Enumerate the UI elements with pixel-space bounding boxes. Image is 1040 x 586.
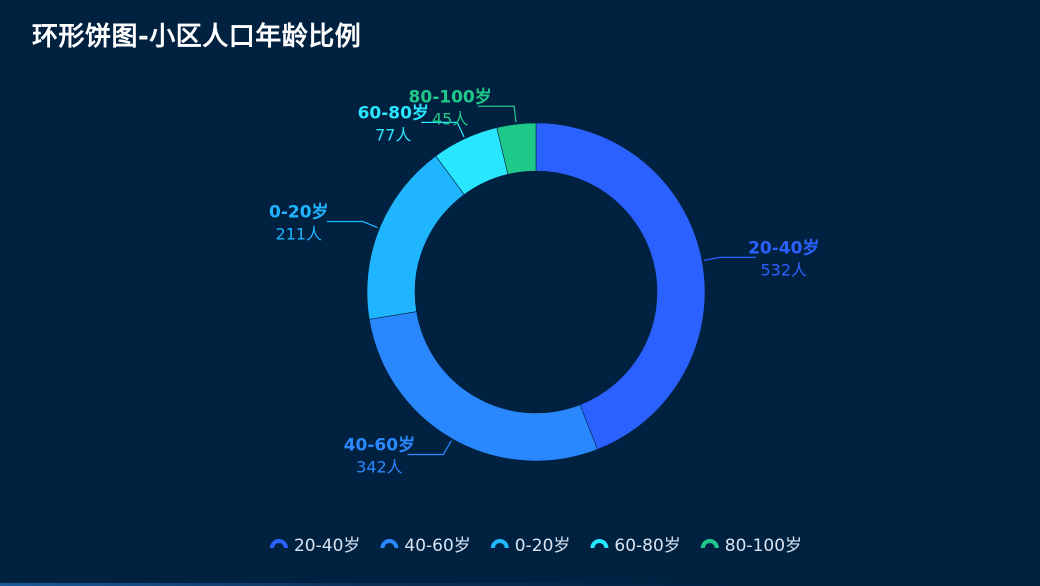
leader-line-20-40 xyxy=(703,256,756,261)
legend-marker-icon xyxy=(490,539,509,548)
slice-label-60-80: 60-80岁 xyxy=(358,102,429,123)
legend-item-40-60[interactable]: 40-60岁 xyxy=(380,536,471,556)
slice-80-100[interactable] xyxy=(496,122,537,175)
slice-label-40-60: 40-60岁 xyxy=(344,434,415,455)
legend-marker-icon xyxy=(269,539,288,548)
legend-item-60-80[interactable]: 60-80岁 xyxy=(590,536,681,556)
labels-layer: 20-40岁 532人 40-60岁 342人 0-20岁 211人 60-80岁 77人 80… xyxy=(269,86,819,476)
legend-label: 0-20岁 xyxy=(515,536,571,556)
legend-marker-icon xyxy=(380,539,399,548)
slice-value-0-20: 211人 xyxy=(276,225,323,244)
slice-0-20[interactable] xyxy=(366,155,465,320)
slice-value-40-60: 342人 xyxy=(356,457,403,476)
slices-layer xyxy=(366,122,706,462)
legend-item-20-40[interactable]: 20-40岁 xyxy=(269,536,360,556)
legend-item-0-20[interactable]: 0-20岁 xyxy=(490,536,571,556)
legend-marker-icon xyxy=(590,539,609,548)
slice-value-60-80: 77人 xyxy=(375,125,411,144)
slice-label-0-20: 0-20岁 xyxy=(269,202,329,223)
legend-label: 40-60岁 xyxy=(404,536,470,556)
leader-line-40-60 xyxy=(407,440,452,456)
slice-40-60[interactable] xyxy=(368,311,598,462)
leader-line-80-100 xyxy=(478,105,517,123)
slice-label-20-40: 20-40岁 xyxy=(748,237,819,258)
leader-line-0-20 xyxy=(326,220,378,229)
legend-item-80-100[interactable]: 80-100岁 xyxy=(700,536,802,556)
slice-20-40[interactable] xyxy=(535,122,706,450)
legend-label: 20-40岁 xyxy=(294,536,360,556)
legend-label: 60-80岁 xyxy=(614,536,680,556)
chart-title: 环形饼图-小区人口年龄比例 xyxy=(32,22,362,52)
legend-label: 80-100岁 xyxy=(725,536,802,556)
legend: 20-40岁 40-60岁 0-20岁 60-80岁 80-100岁 xyxy=(269,536,802,556)
legend-marker-icon xyxy=(700,539,719,548)
slice-value-20-40: 532人 xyxy=(760,260,807,279)
slice-label-80-100: 80-100岁 xyxy=(409,86,492,107)
bottom-divider xyxy=(0,583,1040,586)
leader-line-60-80 xyxy=(421,121,465,138)
slice-value-80-100: 45人 xyxy=(432,109,468,128)
